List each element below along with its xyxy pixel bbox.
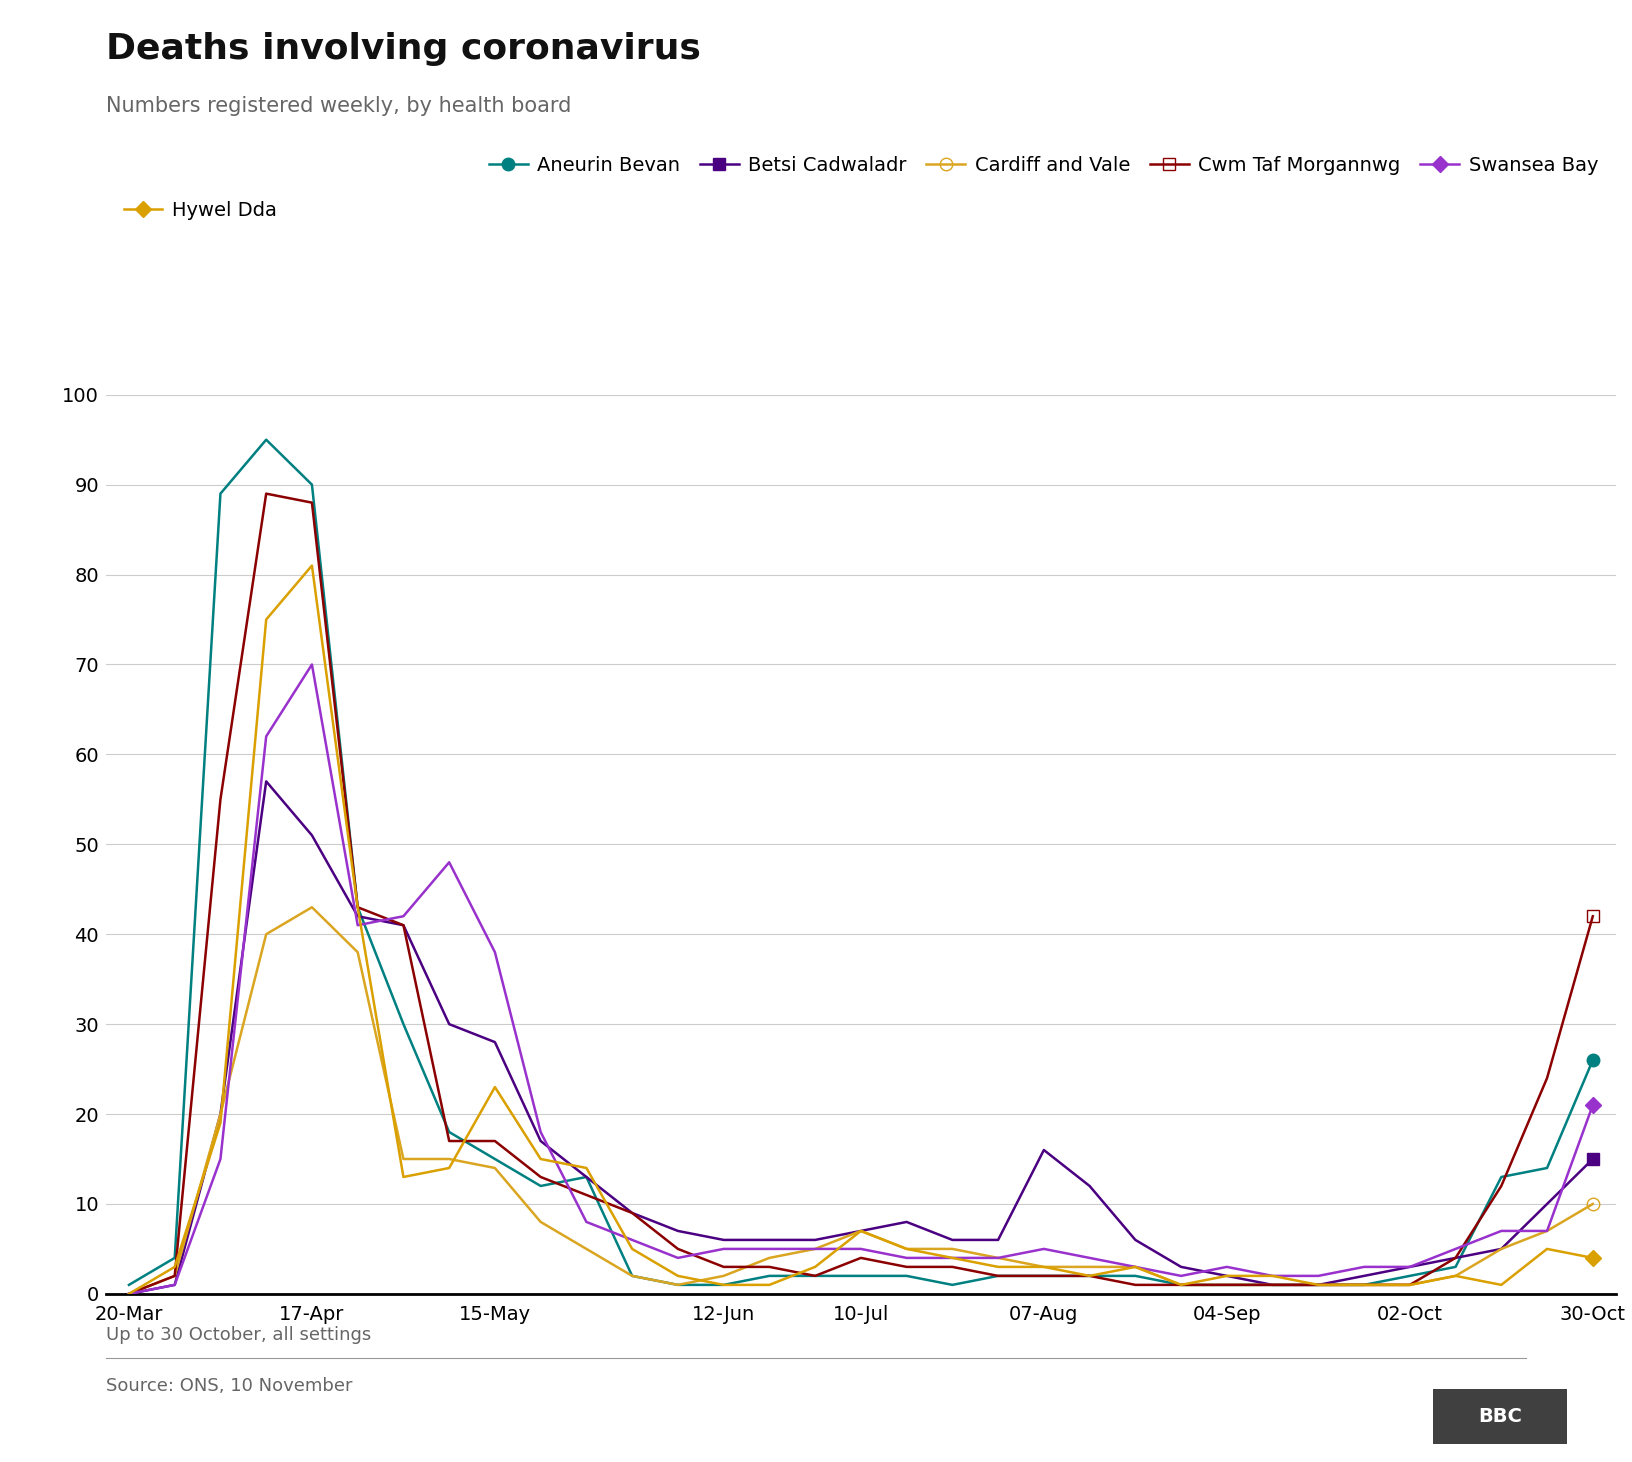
Legend: Hywel Dda: Hywel Dda — [116, 193, 286, 228]
Text: Deaths involving coronavirus: Deaths involving coronavirus — [106, 32, 702, 66]
Text: Source: ONS, 10 November: Source: ONS, 10 November — [106, 1377, 353, 1395]
Text: Numbers registered weekly, by health board: Numbers registered weekly, by health boa… — [106, 96, 571, 117]
Text: BBC: BBC — [1479, 1408, 1521, 1425]
Text: Up to 30 October, all settings: Up to 30 October, all settings — [106, 1326, 372, 1344]
